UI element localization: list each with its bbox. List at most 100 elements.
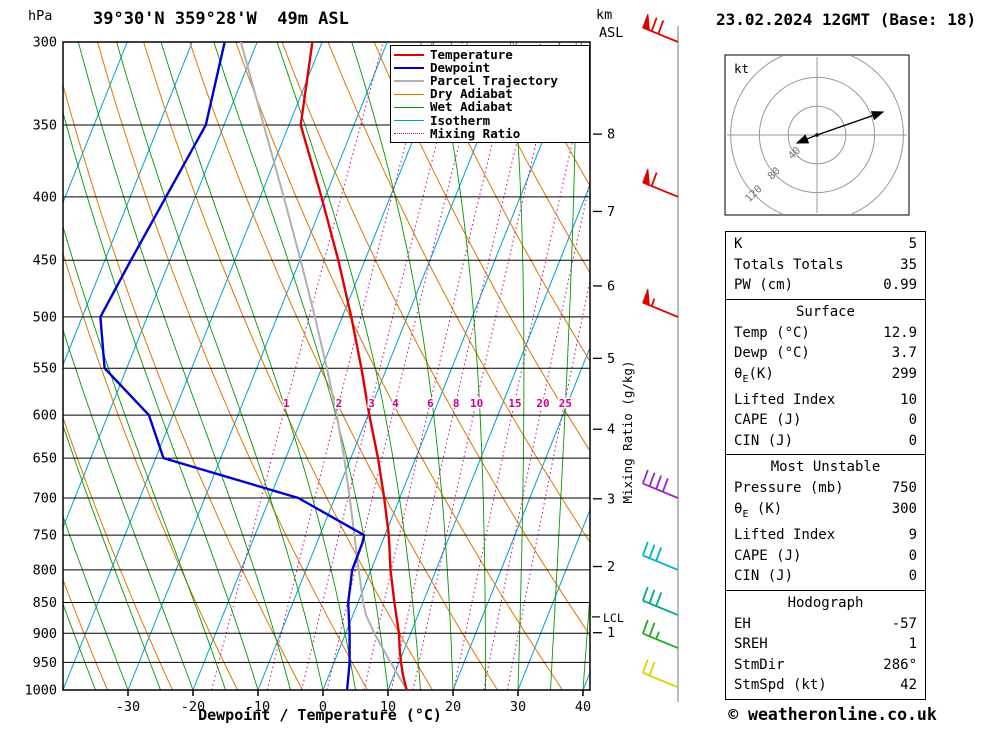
svg-text:4: 4 [607,422,615,438]
legend: Temperature Dewpoint Parcel Trajectory Dry … [390,45,590,144]
table-row-value: 0 [908,412,917,429]
svg-text:40: 40 [575,699,591,715]
table-row-label: EH [734,615,751,632]
legend-item: Dry Adiabat [394,87,589,101]
svg-text:-30: -30 [116,699,140,715]
legend-item: Wet Adiabat [394,101,589,114]
svg-text:8: 8 [453,397,460,410]
temperature-line-swatch [394,53,424,56]
wind-barb [642,586,679,616]
table-row-label: K [734,236,743,252]
svg-text:15: 15 [508,397,521,410]
temperature-curve [299,42,408,690]
svg-text:1: 1 [283,397,290,410]
legend-item-label: Mixing Ratio [430,125,521,141]
svg-text:-20: -20 [181,699,205,715]
copyright[interactable]: © weatheronline.co.uk [728,705,937,724]
table-row-label: Temp (°C) [734,324,810,341]
hodograph-unit-label: kt [734,61,749,76]
table-section: Most Unstable Pressure (mb) 750 θE (K) 300 Li… [726,454,925,589]
svg-text:700: 700 [33,491,57,507]
table-row: Lifted Index 9 [726,525,925,546]
parcel-trajectory-curve [239,42,408,690]
legend-item: Mixing Ratio [394,127,589,140]
table-row-label: CIN (J) [734,568,794,585]
table-row: Totals Totals 35 [726,255,925,276]
svg-text:7: 7 [607,204,615,220]
svg-text:20: 20 [445,699,461,715]
wind-barb [642,469,679,499]
pressure-axis: 300 350 400 450 500 550 600 650 700 750 800 850 900 9… [24,35,591,699]
table-row: Pressure (mb) 750 [726,478,925,499]
station-title: 39°30'N 359°28'W 49m ASL [93,9,349,29]
dewpoint-line-swatch [394,66,424,69]
wind-barb [642,13,679,43]
svg-text:1000: 1000 [24,683,57,699]
table-row: PW (cm) 0.99 [726,275,925,296]
svg-text:750: 750 [33,528,57,544]
wind-barb [642,168,679,198]
table-row-label: CAPE (J) [734,412,802,429]
svg-text:0: 0 [319,699,327,715]
table-row-label: Pressure (mb) [734,480,844,497]
km-axis-unit-asl: ASL [599,25,623,41]
table-row: CAPE (J) 0 [726,546,925,567]
svg-text:6: 6 [607,278,615,294]
table-row: θE (K) 300 [726,499,925,525]
svg-text:400: 400 [33,189,57,205]
legend-item-label: Temperature [430,46,513,62]
table-row: SREH 1 [726,634,925,655]
table-row-value: 9 [908,527,917,544]
table-row-value: 0 [908,568,917,585]
legend-item-label: Dewpoint [430,59,491,75]
svg-text:650: 650 [33,451,57,467]
legend-item: Temperature [394,48,589,61]
table-row: StmDir 286° [726,655,925,676]
lcl-label: LCL [603,611,624,625]
table-row-label: θE(K) [734,365,774,385]
table-row-value: 286° [883,656,917,673]
wind-barb [642,288,679,318]
legend-item: Dewpoint [394,61,589,74]
table-row: StmSpd (kt) 42 [726,675,925,696]
x-axis-label: Dewpoint / Temperature (°C) [198,706,442,724]
legend-item: Parcel Trajectory [394,74,589,87]
table-row: Lifted Index 10 [726,390,925,411]
svg-text:2: 2 [336,397,343,410]
svg-text:10: 10 [380,699,396,715]
table-row-value: 5 [908,236,917,252]
table-row-label: Lifted Index [734,391,836,408]
table-row: CIN (J) 0 [726,431,925,452]
table-row-label: CAPE (J) [734,547,802,564]
wind-barb [642,541,679,571]
table-section-header: Most Unstable [770,459,881,476]
table-row: EH -57 [726,614,925,635]
table-row-value: 0 [908,547,917,564]
legend-item-label: Parcel Trajectory [430,72,558,88]
table-row-label: StmSpd (kt) [734,677,827,694]
svg-text:4: 4 [392,397,399,410]
pressure-unit-label: hPa [28,8,52,24]
svg-text:3: 3 [607,491,615,507]
temperature-axis: -30 -20 -10 0 10 20 30 40 [116,690,591,715]
mixing-ratio-line-swatch [394,133,424,135]
svg-text:-10: -10 [246,699,270,715]
wind-barb [642,619,679,649]
generated-chart-layers: 3003504004505005506006507007508008509009… [24,13,910,715]
svg-text:500: 500 [33,309,57,325]
table-row-label: Lifted Index [734,527,836,544]
svg-text:300: 300 [33,35,57,51]
wet-adiabat-line-swatch [394,106,424,108]
svg-text:5: 5 [607,351,615,367]
dewpoint-curve [99,42,366,690]
table-section: Hodograph EH -57 SREH 1 StmDir 286° StmSpd (kt)… [726,589,925,699]
table-row-value: 300 [891,500,917,517]
svg-text:1: 1 [607,625,615,641]
svg-text:20: 20 [536,397,549,410]
table-section-header: Surface [795,303,855,320]
table-row-value: 10 [900,391,917,408]
table-row-label: Totals Totals [734,256,844,273]
table-row-value: 3.7 [891,345,917,361]
